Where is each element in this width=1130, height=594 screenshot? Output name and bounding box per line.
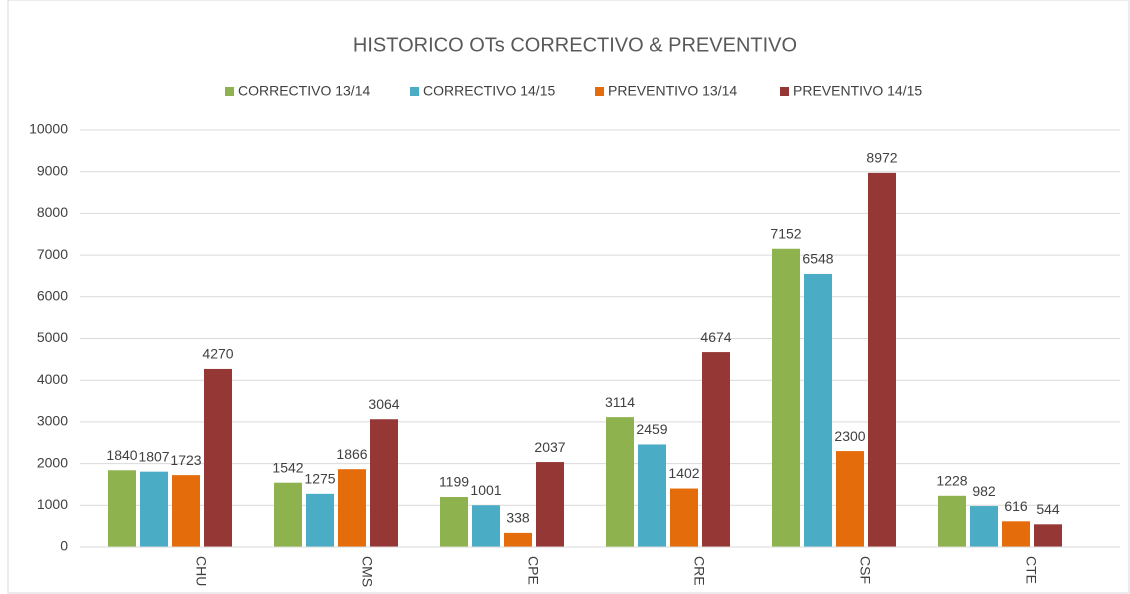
bar	[140, 471, 168, 547]
value-label: 1228	[936, 472, 967, 488]
y-tick-label: 3000	[37, 413, 68, 429]
value-label: 1542	[272, 459, 303, 475]
x-tick-label: CHU	[193, 556, 209, 586]
y-tick-label: 4000	[37, 371, 68, 387]
x-tick-label: CMS	[359, 556, 375, 587]
bar	[772, 248, 800, 547]
bar	[868, 172, 896, 547]
bar	[204, 368, 232, 547]
value-label: 544	[1036, 501, 1060, 517]
legend-swatch	[410, 87, 419, 96]
value-label: 1723	[170, 452, 201, 468]
value-label: 3064	[368, 396, 399, 412]
bar	[606, 417, 634, 547]
value-label: 1275	[304, 471, 335, 487]
value-label: 4270	[202, 346, 233, 362]
value-label: 338	[506, 510, 530, 526]
bar	[370, 419, 398, 547]
y-tick-label: 0	[60, 538, 68, 554]
bar	[536, 462, 564, 547]
bar	[670, 488, 698, 547]
value-label: 1866	[336, 446, 367, 462]
bar	[504, 532, 532, 547]
bar	[472, 505, 500, 547]
value-label: 1807	[138, 448, 169, 464]
value-label: 1402	[668, 465, 699, 481]
value-label: 6548	[802, 251, 833, 267]
value-label: 1001	[470, 482, 501, 498]
x-tick-label: CTE	[1023, 556, 1039, 584]
value-label: 1199	[439, 474, 469, 490]
bar	[836, 451, 864, 547]
legend-label: PREVENTIVO 14/15	[793, 83, 922, 99]
value-label: 1840	[106, 447, 137, 463]
bar	[638, 444, 666, 547]
bar	[440, 497, 468, 547]
x-tick-label: CPE	[525, 556, 541, 585]
bar	[938, 495, 966, 547]
bar	[1034, 524, 1062, 547]
y-tick-label: 5000	[37, 329, 68, 345]
bar	[970, 506, 998, 547]
value-label: 616	[1004, 498, 1028, 514]
x-tick-label: CRE	[691, 556, 707, 586]
legend-swatch	[780, 87, 789, 96]
bar	[306, 493, 334, 547]
y-tick-label: 9000	[37, 162, 68, 178]
y-tick-label: 2000	[37, 454, 68, 470]
bar	[274, 482, 302, 547]
y-tick-label: 8000	[37, 204, 68, 220]
y-tick-label: 10000	[29, 121, 68, 137]
bar	[338, 469, 366, 547]
value-label: 3114	[605, 394, 635, 410]
value-label: 2300	[834, 428, 865, 444]
bar	[172, 475, 200, 547]
value-label: 982	[972, 483, 996, 499]
y-tick-label: 7000	[37, 246, 68, 262]
bar	[804, 273, 832, 547]
value-label: 8972	[866, 150, 897, 166]
legend-swatch	[595, 87, 604, 96]
legend-label: PREVENTIVO 13/14	[608, 83, 737, 99]
y-tick-label: 1000	[37, 496, 68, 512]
value-label: 7152	[770, 225, 801, 241]
value-label: 4674	[700, 329, 731, 345]
legend-label: CORRECTIVO 14/15	[423, 83, 555, 99]
legend-label: CORRECTIVO 13/14	[238, 83, 370, 99]
value-label: 2037	[534, 439, 565, 455]
chart-title: HISTORICO OTs CORRECTIVO & PREVENTIVO	[353, 34, 797, 56]
bar	[702, 352, 730, 547]
legend-swatch	[225, 87, 234, 96]
bar	[1002, 521, 1030, 547]
value-label: 2459	[636, 421, 667, 437]
y-tick-label: 6000	[37, 288, 68, 304]
bar	[108, 470, 136, 547]
x-tick-label: CSF	[857, 556, 873, 584]
